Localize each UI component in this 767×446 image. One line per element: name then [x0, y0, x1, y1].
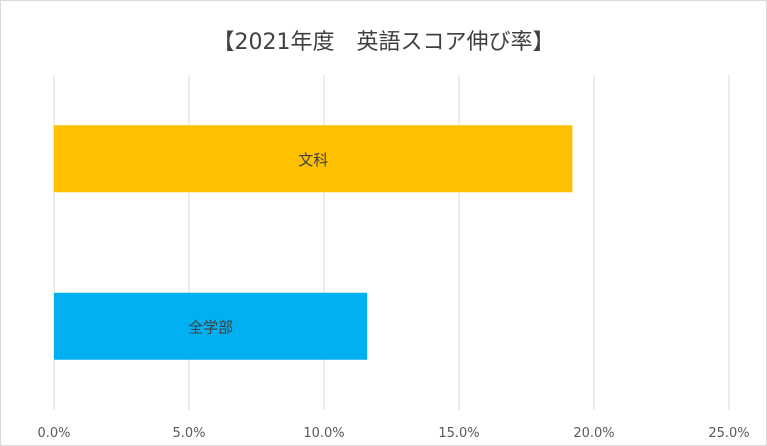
x-tick-label: 10.0% — [303, 426, 344, 441]
bar-label: 文科 — [298, 151, 328, 169]
x-tick-label: 0.0% — [37, 426, 70, 441]
bar — [54, 292, 368, 360]
bar — [54, 125, 573, 193]
x-tick-label: 15.0% — [438, 426, 479, 441]
x-tick-label: 5.0% — [172, 426, 205, 441]
bar-label: 全学部 — [188, 318, 233, 336]
chart-title: 【2021年度 英語スコア伸び率】 — [212, 30, 555, 55]
x-tick-label: 20.0% — [573, 426, 614, 441]
x-tick-label: 25.0% — [708, 426, 749, 441]
